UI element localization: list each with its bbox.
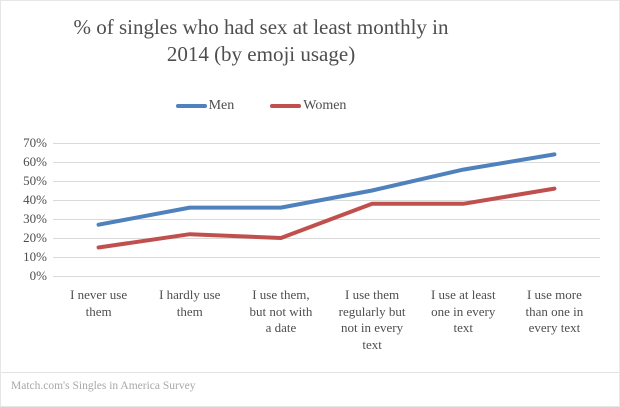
x-axis-category-label: I use them regularly but not in every te… (338, 287, 406, 352)
series-line-women (96, 186, 557, 250)
source-caption: Match.com's Singles in America Survey (11, 380, 196, 392)
y-axis-tick-label: 60% (23, 154, 47, 169)
chart-title: % of singles who had sex at least monthl… (1, 14, 521, 68)
legend-item-men: Men (175, 98, 235, 114)
y-axis-tick-label: 40% (23, 192, 47, 207)
y-axis-tick-label: 0% (29, 268, 47, 283)
y-axis-tick-label: 10% (23, 249, 47, 264)
chart-title-line-1: % of singles who had sex at least monthl… (73, 15, 449, 39)
footer-divider (1, 372, 619, 373)
x-axis-category-label: I use them, but not with a date (249, 287, 313, 335)
x-axis-category-label: I never use them (70, 287, 128, 319)
legend-label: Women (303, 98, 347, 113)
series-line-men (96, 152, 557, 227)
legend-swatch-men-icon (175, 104, 207, 108)
y-axis-tick-label: 30% (23, 211, 47, 226)
legend-item-women: Women (270, 98, 346, 114)
y-axis-tick-label: 50% (23, 173, 47, 188)
y-axis-tick-label: 70% (23, 135, 47, 150)
x-axis-category-label: I hardly use them (159, 287, 221, 319)
legend-swatch-women-icon (270, 104, 302, 108)
legend: Men Women (1, 98, 521, 114)
chart-title-line-2: 2014 (by emoji usage) (166, 42, 356, 66)
x-axis-category-label: I use more than one in every text (525, 287, 584, 335)
x-axis-category-label: I use at least one in every text (430, 287, 496, 335)
y-axis-tick-label: 20% (23, 230, 47, 245)
legend-label: Men (208, 98, 235, 113)
